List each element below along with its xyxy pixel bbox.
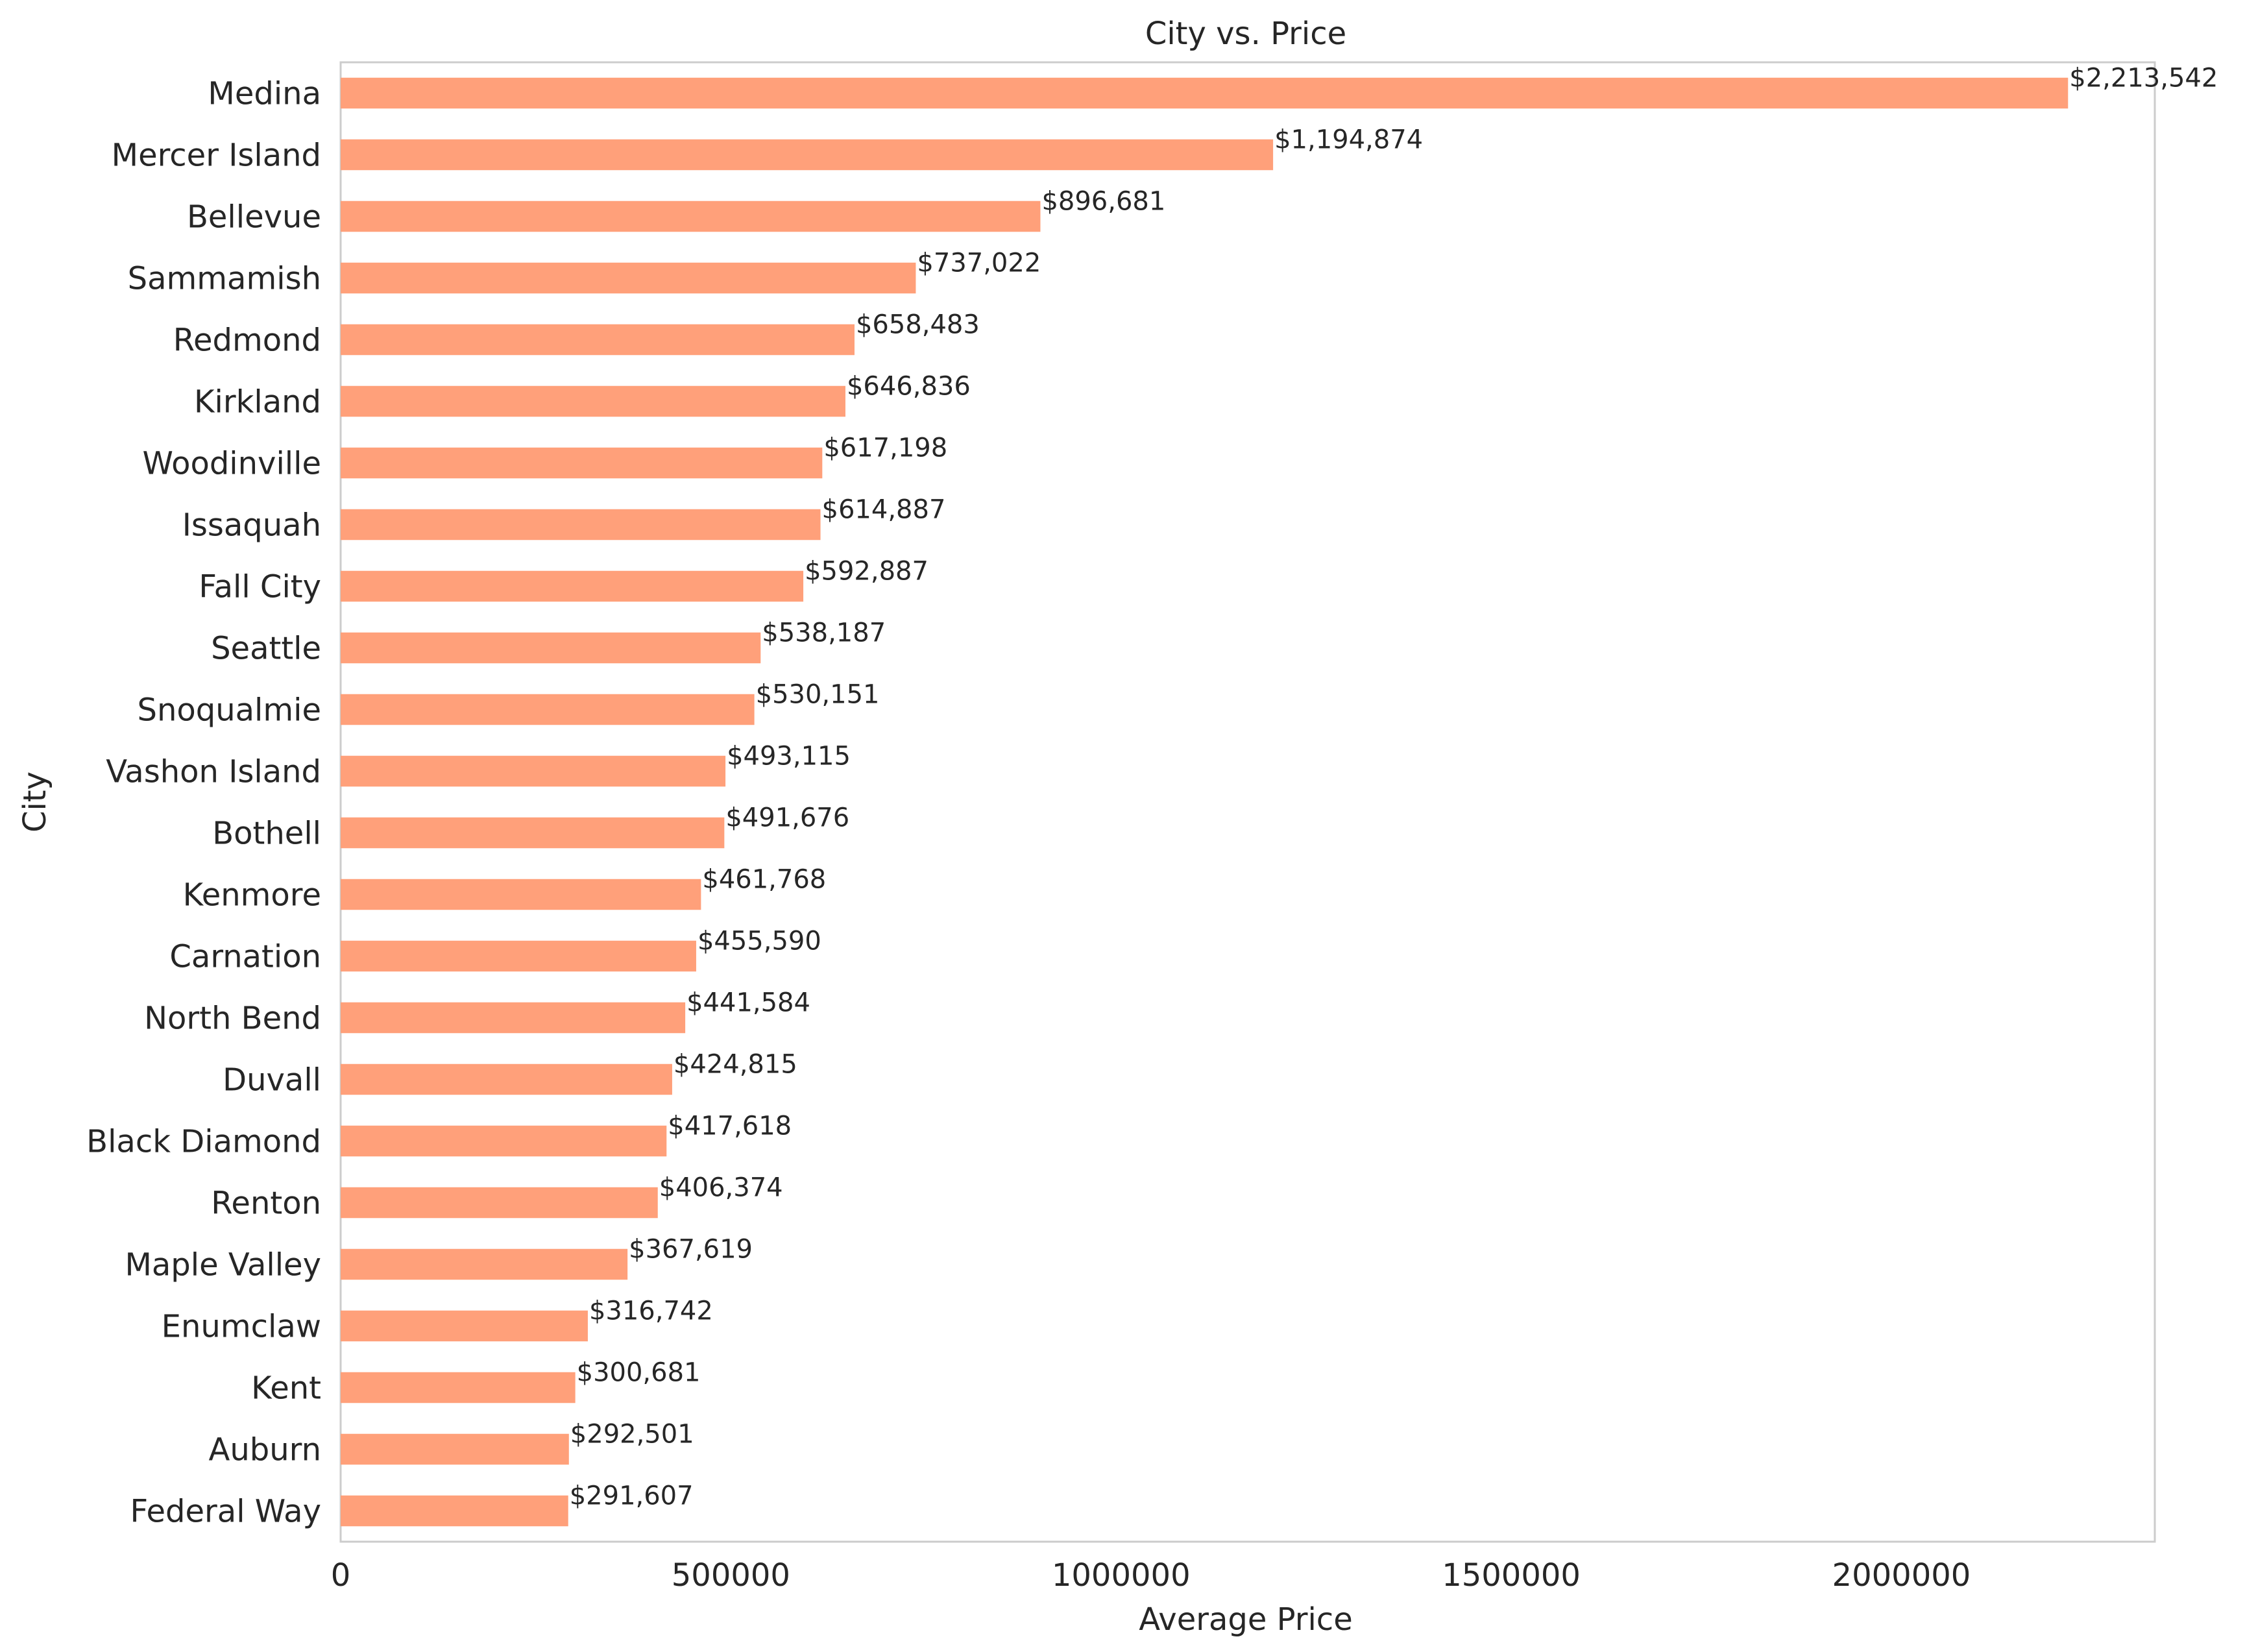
bar xyxy=(341,262,916,294)
bar xyxy=(341,570,804,602)
category-label: Kent xyxy=(251,1370,321,1407)
data-label: $491,676 xyxy=(725,803,849,833)
category-label: Mercer Island xyxy=(112,138,321,174)
bar xyxy=(341,879,701,910)
data-label: $617,198 xyxy=(823,433,947,463)
category-labels-group: Medina Mercer Island Bellevue Sammamish Redm… xyxy=(86,76,321,1530)
data-label: $291,607 xyxy=(570,1481,694,1511)
bar xyxy=(341,755,726,787)
data-label: $658,483 xyxy=(856,310,980,340)
data-label: $646,836 xyxy=(847,372,971,402)
bar xyxy=(341,1125,667,1157)
bar xyxy=(341,385,845,417)
data-label: $1,194,874 xyxy=(1274,125,1423,155)
bar xyxy=(341,1310,588,1342)
data-label: $896,681 xyxy=(1041,187,1165,217)
data-label: $737,022 xyxy=(917,249,1041,278)
data-label: $300,681 xyxy=(577,1358,701,1388)
bar xyxy=(341,1372,576,1403)
category-label: Bellevue xyxy=(187,199,321,236)
y-axis-label: City xyxy=(17,771,53,832)
category-label: Enumclaw xyxy=(162,1309,321,1345)
chart-title: City vs. Price xyxy=(1145,16,1346,52)
category-label: Carnation xyxy=(169,939,321,975)
category-label: Kirkland xyxy=(194,384,321,420)
bar xyxy=(341,1002,686,1034)
bars-group xyxy=(341,77,2069,1527)
category-label: Federal Way xyxy=(130,1494,321,1530)
data-label: $316,742 xyxy=(589,1296,713,1326)
data-labels-group: $2,213,542 $1,194,874 $896,681 $737,022 $658… xyxy=(570,64,2218,1511)
bar xyxy=(341,324,855,356)
category-label: Maple Valley xyxy=(125,1247,321,1283)
bar xyxy=(341,77,2069,109)
bar xyxy=(341,694,755,725)
plot-frame xyxy=(339,61,2156,1543)
category-label: North Bend xyxy=(144,1001,321,1037)
data-label: $417,618 xyxy=(668,1111,792,1141)
bar xyxy=(341,1495,568,1527)
bar xyxy=(341,940,696,972)
data-label: $406,374 xyxy=(659,1173,783,1203)
category-label: Vashon Island xyxy=(106,754,321,790)
category-label: Woodinville xyxy=(142,446,321,482)
category-label: Duvall xyxy=(223,1062,321,1099)
category-label: Kenmore xyxy=(183,877,321,914)
category-label: Fall City xyxy=(199,569,321,605)
data-label: $538,187 xyxy=(762,618,886,648)
bar xyxy=(341,509,821,541)
x-tick-label: 500000 xyxy=(672,1557,790,1594)
category-label: Issaquah xyxy=(182,507,321,544)
category-label: Renton xyxy=(211,1185,321,1222)
x-tick-label: 2000000 xyxy=(1832,1557,1971,1594)
bar xyxy=(341,1248,628,1280)
category-label: Medina xyxy=(208,76,321,112)
bar xyxy=(341,200,1041,232)
data-label: $367,619 xyxy=(629,1235,753,1265)
category-label: Redmond xyxy=(173,322,321,359)
category-label: Bothell xyxy=(212,816,321,852)
category-label: Sammamish xyxy=(128,261,321,297)
data-label: $530,151 xyxy=(756,680,880,710)
bar xyxy=(341,817,725,849)
x-tick-label: 1000000 xyxy=(1052,1557,1191,1594)
x-tick-label: 1500000 xyxy=(1442,1557,1581,1594)
x-axis-label: Average Price xyxy=(1139,1601,1352,1638)
bar xyxy=(341,1187,658,1219)
bar xyxy=(341,447,823,479)
category-label: Seattle xyxy=(211,631,321,667)
bar xyxy=(341,632,761,664)
data-label: $461,768 xyxy=(702,865,826,895)
x-tick-label: 0 xyxy=(331,1557,351,1594)
bar xyxy=(341,139,1274,171)
data-label: $493,115 xyxy=(727,742,851,771)
data-label: $614,887 xyxy=(822,495,946,525)
x-tick-labels-group: 0 500000 1000000 1500000 2000000 xyxy=(331,1557,1971,1594)
category-label: Black Diamond xyxy=(86,1124,321,1160)
category-label: Snoqualmie xyxy=(137,692,321,729)
data-label: $455,590 xyxy=(698,927,821,956)
data-label: $441,584 xyxy=(686,988,810,1018)
data-label: $292,501 xyxy=(570,1420,694,1450)
category-label: Auburn xyxy=(209,1432,321,1468)
data-label: $424,815 xyxy=(674,1050,797,1080)
data-label: $2,213,542 xyxy=(2069,64,2218,93)
bar xyxy=(341,1063,672,1095)
bar xyxy=(341,1433,569,1465)
data-label: $592,887 xyxy=(805,557,928,587)
